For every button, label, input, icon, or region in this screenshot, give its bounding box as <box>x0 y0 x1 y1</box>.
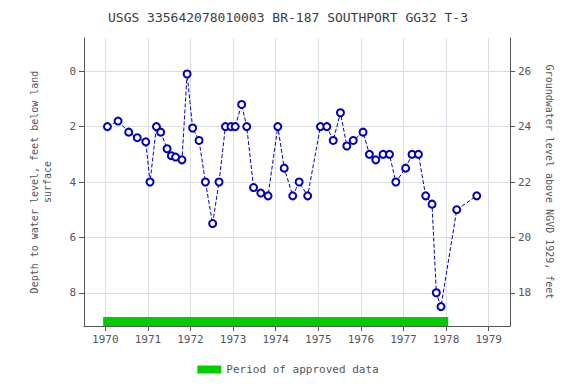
svg-text:1975: 1975 <box>305 333 332 346</box>
svg-text:Depth to water level, feet bel: Depth to water level, feet below land <box>29 71 40 294</box>
svg-text:1973: 1973 <box>220 333 247 346</box>
svg-text:0: 0 <box>69 65 76 78</box>
svg-text:22: 22 <box>518 176 531 189</box>
svg-text:2: 2 <box>69 120 76 133</box>
svg-text:18: 18 <box>518 286 531 299</box>
svg-text:Groundwater level above NGVD 1: Groundwater level above NGVD 1929, feet <box>544 65 555 300</box>
svg-text:1977: 1977 <box>390 333 417 346</box>
svg-text:6: 6 <box>69 231 76 244</box>
svg-text:1972: 1972 <box>177 333 204 346</box>
svg-text:26: 26 <box>518 65 531 78</box>
svg-text:20: 20 <box>518 231 531 244</box>
svg-text:surface: surface <box>42 161 53 203</box>
svg-text:4: 4 <box>69 176 76 189</box>
svg-text:24: 24 <box>518 120 532 133</box>
svg-text:1971: 1971 <box>135 333 162 346</box>
svg-text:1970: 1970 <box>92 333 119 346</box>
svg-text:1978: 1978 <box>433 333 460 346</box>
svg-text:1979: 1979 <box>475 333 502 346</box>
svg-text:Period of approved data: Period of approved data <box>226 363 378 376</box>
svg-text:1974: 1974 <box>262 333 289 346</box>
svg-text:8: 8 <box>69 286 76 299</box>
svg-text:1976: 1976 <box>348 333 375 346</box>
svg-text:USGS 335642078010003 BR-187 SO: USGS 335642078010003 BR-187 SOUTHPORT GG… <box>108 10 468 25</box>
